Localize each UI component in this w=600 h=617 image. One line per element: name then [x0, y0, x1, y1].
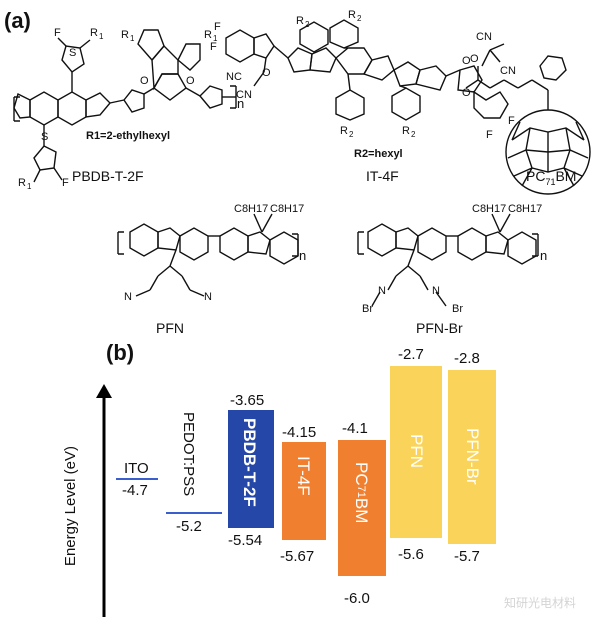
atom-c8h17: C8H17: [270, 203, 304, 215]
pfn-br-structure: [357, 213, 539, 307]
watermark: 知研光电材料: [504, 596, 577, 610]
pc71bm-lumo-value: -4.1: [342, 420, 368, 437]
atom-br: Br: [362, 303, 373, 315]
atom-f: F: [214, 21, 221, 33]
pfn-homo-value: -5.6: [398, 546, 424, 563]
pedot-level-line: [166, 512, 222, 514]
atom-r1: R: [204, 29, 212, 41]
it-4f-name: IT-4F: [366, 168, 399, 184]
pc71bm-bar-label: PC71BM: [352, 462, 371, 524]
atom-n: N: [378, 285, 386, 297]
atom-r2: R: [296, 15, 304, 27]
ito-value: -4.7: [122, 482, 148, 499]
atom-r1-sub: 1: [99, 32, 104, 41]
atom-r2: R: [340, 125, 348, 137]
atom-r1: R: [90, 27, 98, 39]
atom-nc: NC: [226, 71, 242, 83]
atom-o: O: [262, 67, 271, 79]
atom-cn: CN: [500, 65, 516, 77]
pfn-structure: [117, 213, 299, 297]
atom-f: F: [54, 27, 61, 39]
chemical-structures: F S S F R 1 R 1 R 1 R 1 O O n F F NC CN …: [13, 9, 591, 315]
repeat-n: n: [299, 248, 306, 263]
ito-label: ITO: [124, 460, 149, 477]
atom-br: Br: [452, 303, 463, 315]
atom-r2-sub: 2: [305, 20, 310, 29]
atom-cn: CN: [476, 31, 492, 43]
pedot-label: PEDOT:PSS: [180, 412, 197, 497]
repeat-n: n: [540, 248, 547, 263]
pfnbr-lumo-value: -2.8: [454, 350, 480, 367]
atom-c8h17: C8H17: [234, 203, 268, 215]
atom-r2-sub: 2: [411, 130, 416, 139]
atom-f: F: [508, 115, 515, 127]
it4f-bar-label: IT-4F: [294, 456, 313, 496]
panel-b-label: (b): [106, 340, 135, 365]
atom-o: O: [186, 75, 195, 87]
atom-r2: R: [402, 125, 410, 137]
pbdb-lumo-value: -3.65: [230, 392, 265, 409]
pbdb-note: R1=2-ethylhexyl: [86, 130, 171, 142]
pfn-br-bar: PFN-Br: [448, 370, 496, 544]
pbdb-t-2f-name: PBDB-T-2F: [72, 168, 144, 184]
pc71bm-homo-value: -6.0: [344, 590, 370, 607]
pc71bm-structure: [465, 55, 591, 195]
atom-f: F: [486, 129, 493, 141]
atom-f: F: [62, 177, 69, 189]
energy-axis-label: Energy Level (eV): [62, 446, 79, 567]
pbdb-bar-label: PBDB-T-2F: [240, 418, 259, 507]
atom-n: N: [204, 291, 212, 303]
it4f-lumo-value: -4.15: [282, 424, 317, 441]
atom-f: F: [210, 41, 217, 53]
atom-cn: CN: [236, 89, 252, 101]
pfn-name: PFN: [156, 320, 184, 336]
energy-axis-arrow: [96, 384, 112, 617]
it-4f-structure: [225, 19, 509, 121]
repeat-n: n: [237, 96, 244, 111]
pfnbr-homo-value: -5.7: [454, 548, 480, 565]
atom-r1: R: [121, 29, 129, 41]
atom-s: S: [41, 131, 48, 143]
pfnbr-bar-label: PFN-Br: [463, 428, 482, 485]
panel-a-label: (a): [4, 8, 31, 33]
it4f-note: R2=hexyl: [354, 148, 403, 160]
pfn-lumo-value: -2.7: [398, 346, 424, 363]
atom-c8h17: C8H17: [472, 203, 506, 215]
pfn-br-name: PFN-Br: [416, 320, 463, 336]
atom-o: O: [470, 53, 479, 65]
pc71bm-bar: PC71BM: [338, 440, 386, 576]
pfn-bar-label: PFN: [407, 434, 426, 468]
pbdb-t-2f-structure: [13, 29, 237, 183]
pbdb-homo-value: -5.54: [228, 532, 263, 549]
atom-o: O: [462, 87, 471, 99]
atom-n: N: [124, 291, 132, 303]
atom-r2: R: [348, 9, 356, 21]
atom-r2-sub: 2: [357, 14, 362, 23]
atom-c8h17: C8H17: [508, 203, 542, 215]
pedot-value: -5.2: [176, 518, 202, 535]
pc71bm-name: PC71BM: [526, 168, 577, 187]
ito-level-line: [116, 478, 158, 480]
pbdb-t-2f-bar: PBDB-T-2F: [228, 410, 274, 528]
pfn-bar: PFN: [390, 366, 442, 538]
atom-n: N: [432, 285, 440, 297]
it4f-homo-value: -5.67: [280, 548, 315, 565]
atom-r1-sub: 1: [27, 182, 32, 191]
it-4f-bar: IT-4F: [282, 442, 326, 540]
atom-r1: R: [18, 177, 26, 189]
atom-o: O: [462, 55, 471, 67]
atom-r1-sub: 1: [213, 34, 218, 43]
atom-s: S: [69, 47, 76, 59]
atom-o: O: [140, 75, 149, 87]
atom-r2-sub: 2: [349, 130, 354, 139]
atom-r1-sub: 1: [130, 34, 135, 43]
